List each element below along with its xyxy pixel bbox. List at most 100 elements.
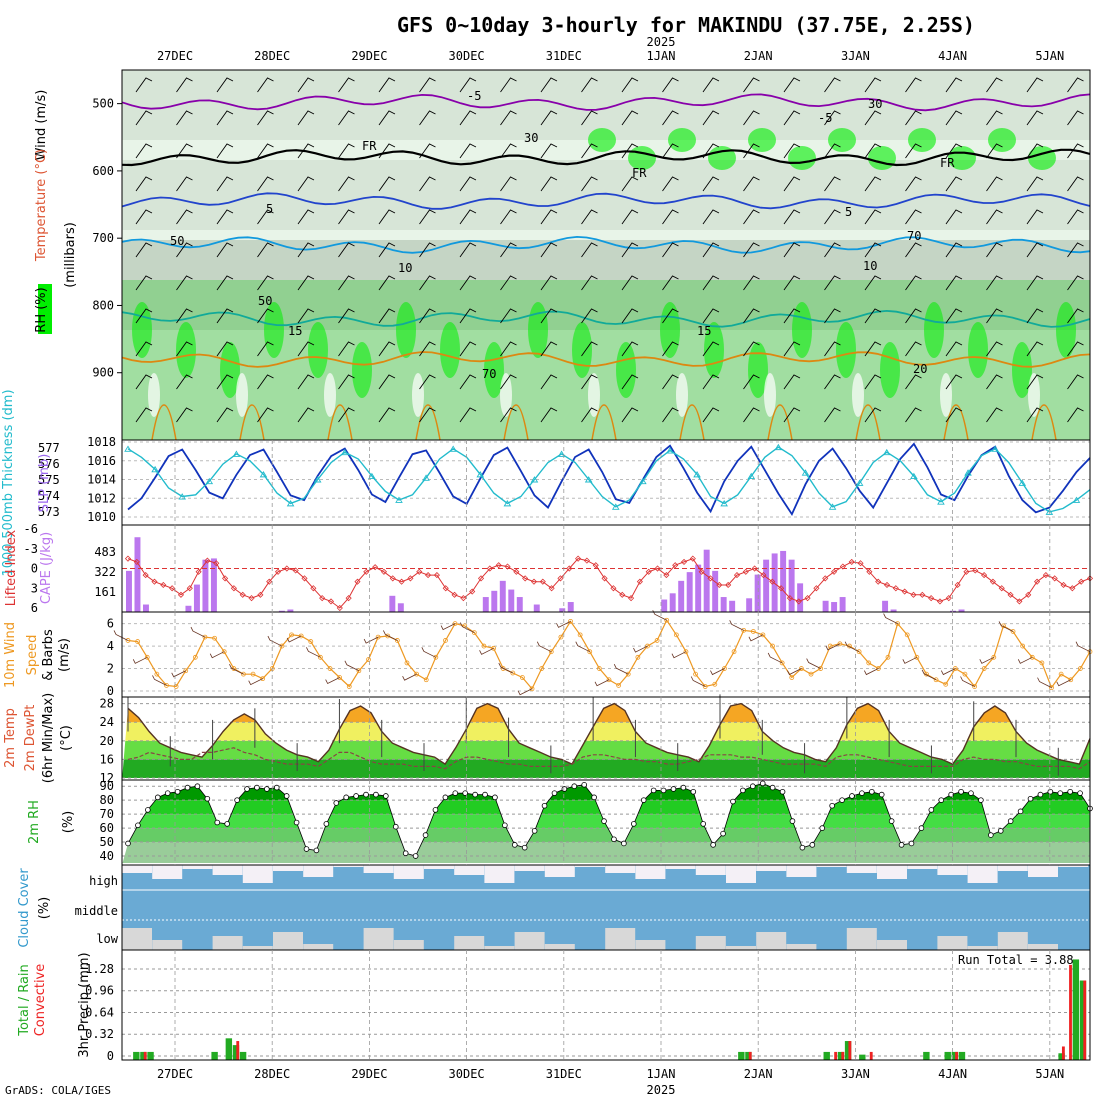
- wind-barb: [945, 341, 963, 357]
- cape-bar: [559, 608, 566, 612]
- low-cloud-bar: [454, 936, 485, 950]
- rh-high-blob: [176, 322, 196, 378]
- cape-bar: [126, 570, 132, 612]
- wind-barb: [783, 374, 801, 390]
- wind-barb: [945, 242, 963, 258]
- cloud-panel: high middle low: [75, 865, 1090, 950]
- wind-speed-point: [808, 671, 814, 677]
- wind-barb-10m: [132, 656, 148, 664]
- precip-ylabel: 3hr Precip (mm): [77, 952, 92, 1057]
- precip-total-bar: [133, 1051, 140, 1060]
- wind-barb-10m: [1037, 677, 1052, 688]
- wind-barb: [297, 176, 315, 192]
- precip-frame: [121, 949, 1091, 1061]
- thickness-point: [1018, 479, 1027, 486]
- wind-barb-10m: [960, 676, 975, 687]
- wind-barb: [419, 308, 436, 324]
- wind-barb: [864, 308, 882, 324]
- high-cloud-bar: [363, 865, 394, 873]
- wind-speed-point: [423, 677, 429, 683]
- wind-barb-10m: [306, 647, 321, 658]
- wind-speed-point: [520, 675, 525, 680]
- contour-label: FR: [632, 166, 647, 180]
- wind-barb-10m: [594, 679, 610, 687]
- wind-speed-point: [1010, 629, 1016, 634]
- cape-bar: [193, 584, 200, 612]
- rh2m-point: [640, 797, 647, 803]
- wind-speed-point: [548, 649, 554, 655]
- thickness-point: [178, 493, 186, 500]
- lifted-index-point: [592, 562, 599, 569]
- low-cloud-bar: [786, 944, 817, 950]
- low-cloud-bar: [695, 936, 726, 950]
- wind-speed-point: [856, 649, 862, 655]
- wind-barb: [540, 209, 558, 225]
- wind-barb: [176, 110, 193, 126]
- rh2m-point: [343, 794, 349, 801]
- rh2m-point: [928, 807, 935, 813]
- contour-label: 20: [913, 362, 927, 376]
- contour-label: 70: [482, 367, 496, 381]
- lifted-index-point: [230, 585, 237, 592]
- thickness-point: [666, 447, 674, 454]
- thickness-point: [151, 465, 159, 473]
- wind-barb: [905, 209, 922, 225]
- rh2m-point: [432, 807, 439, 813]
- lifted-index-point: [327, 598, 335, 605]
- top-date-label: 31DEC: [546, 49, 582, 63]
- lifted-index-point: [257, 591, 264, 598]
- rh-tick-label: 50: [100, 835, 114, 849]
- temp-band: [122, 722, 1090, 741]
- wind-speed-point: [289, 632, 294, 638]
- lifted-index-point: [742, 568, 749, 575]
- wind-barb: [419, 341, 436, 357]
- rh2m-point: [333, 800, 340, 806]
- wind-speed-point: [366, 657, 371, 662]
- rh-high-blob: [588, 128, 616, 152]
- pressure-tick-label: 900: [92, 366, 114, 380]
- wind-barb: [459, 275, 477, 291]
- top-year-label: 2025: [647, 35, 676, 49]
- wind-barb: [905, 275, 922, 291]
- lifted-index-point: [186, 585, 193, 592]
- wind-speed-point: [866, 660, 872, 666]
- wind-barb: [986, 176, 1003, 192]
- wind-barb: [297, 341, 315, 357]
- temp-contour-fr: [121, 148, 1091, 167]
- high-cloud-bar: [152, 865, 183, 879]
- wind-barb: [1026, 242, 1044, 258]
- wind-speed-point: [741, 627, 747, 633]
- wind-barb: [702, 209, 720, 225]
- wind-barb: [945, 209, 963, 225]
- lifted-index-point: [981, 572, 988, 579]
- wind-barb: [257, 374, 274, 390]
- wind-barb: [338, 176, 355, 192]
- wind-barb-10m: [613, 663, 629, 675]
- wind-barb: [540, 407, 558, 423]
- rh2m-point: [958, 788, 964, 795]
- wind-barb: [216, 110, 234, 126]
- high-cloud-bar: [756, 865, 787, 871]
- low-cloud-bar: [242, 946, 273, 950]
- wind-speed-point: [529, 686, 535, 692]
- lifted-index-point: [830, 568, 838, 575]
- wind-barb: [1026, 143, 1044, 159]
- wind-speed-point: [135, 639, 141, 644]
- lifted-index-point: [919, 591, 926, 598]
- wind-barb: [459, 341, 477, 357]
- rh-tick-label: 70: [100, 807, 114, 821]
- contour-label: 5: [845, 205, 852, 219]
- wind-barb: [662, 341, 679, 357]
- temp2m-line: [127, 702, 1091, 766]
- wind-barb: [338, 242, 355, 258]
- temp-contour-minus5: [121, 93, 1091, 112]
- wind-barb-10m: [344, 660, 360, 672]
- wind-barb: [297, 209, 315, 225]
- wind-barb-10m: [902, 656, 918, 664]
- cape-bar: [712, 570, 719, 612]
- wind-barb: [378, 209, 396, 225]
- wind-barb: [338, 209, 355, 225]
- wind-speed-point: [192, 654, 198, 660]
- wind-barb: [1067, 308, 1084, 324]
- wind-speed-point: [731, 649, 737, 655]
